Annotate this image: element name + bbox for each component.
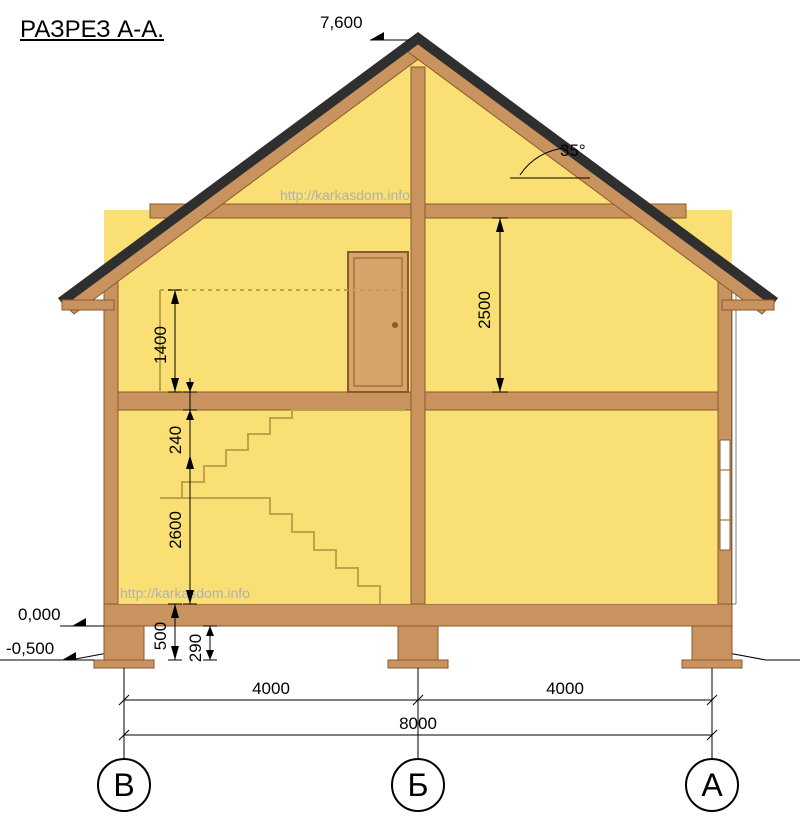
svg-text:8000: 8000	[399, 714, 437, 733]
axis-bubble-right: А	[686, 759, 738, 811]
svg-text:4000: 4000	[546, 679, 584, 698]
left-eave	[62, 300, 114, 310]
sill-beam	[104, 604, 732, 626]
svg-text:240: 240	[166, 426, 185, 454]
dim-spans: 4000 4000 8000	[119, 668, 717, 745]
section-drawing: http://karkasdom.info http://karkasdom.i…	[0, 0, 800, 817]
right-eave	[722, 300, 774, 310]
center-post	[411, 67, 425, 604]
elev-neg: -0,500	[6, 639, 94, 660]
svg-text:В: В	[113, 767, 134, 803]
svg-text:0,000: 0,000	[18, 605, 61, 624]
svg-text:А: А	[701, 767, 723, 803]
svg-text:7,600: 7,600	[320, 13, 363, 32]
right-window-section	[720, 440, 730, 550]
dim-ridge-elev: 7,600	[320, 13, 410, 40]
watermark-upper: http://karkasdom.info	[280, 187, 410, 203]
axis-bubble-left: В	[98, 759, 150, 811]
svg-text:35°: 35°	[560, 141, 586, 160]
svg-text:2600: 2600	[166, 511, 185, 549]
left-wall	[104, 280, 118, 604]
axis-bubble-mid: Б	[392, 759, 444, 811]
svg-text:500: 500	[151, 622, 170, 650]
svg-text:290: 290	[186, 634, 205, 662]
dim-foundation: 290	[186, 626, 217, 662]
elev-zero: 0,000	[18, 605, 104, 626]
svg-text:4000: 4000	[252, 679, 290, 698]
upper-door	[348, 252, 408, 392]
svg-text:Б: Б	[408, 767, 429, 803]
watermark-lower: http://karkasdom.info	[120, 585, 250, 601]
svg-text:-0,500: -0,500	[6, 639, 54, 658]
svg-text:1400: 1400	[151, 326, 170, 364]
svg-text:2500: 2500	[475, 291, 494, 329]
